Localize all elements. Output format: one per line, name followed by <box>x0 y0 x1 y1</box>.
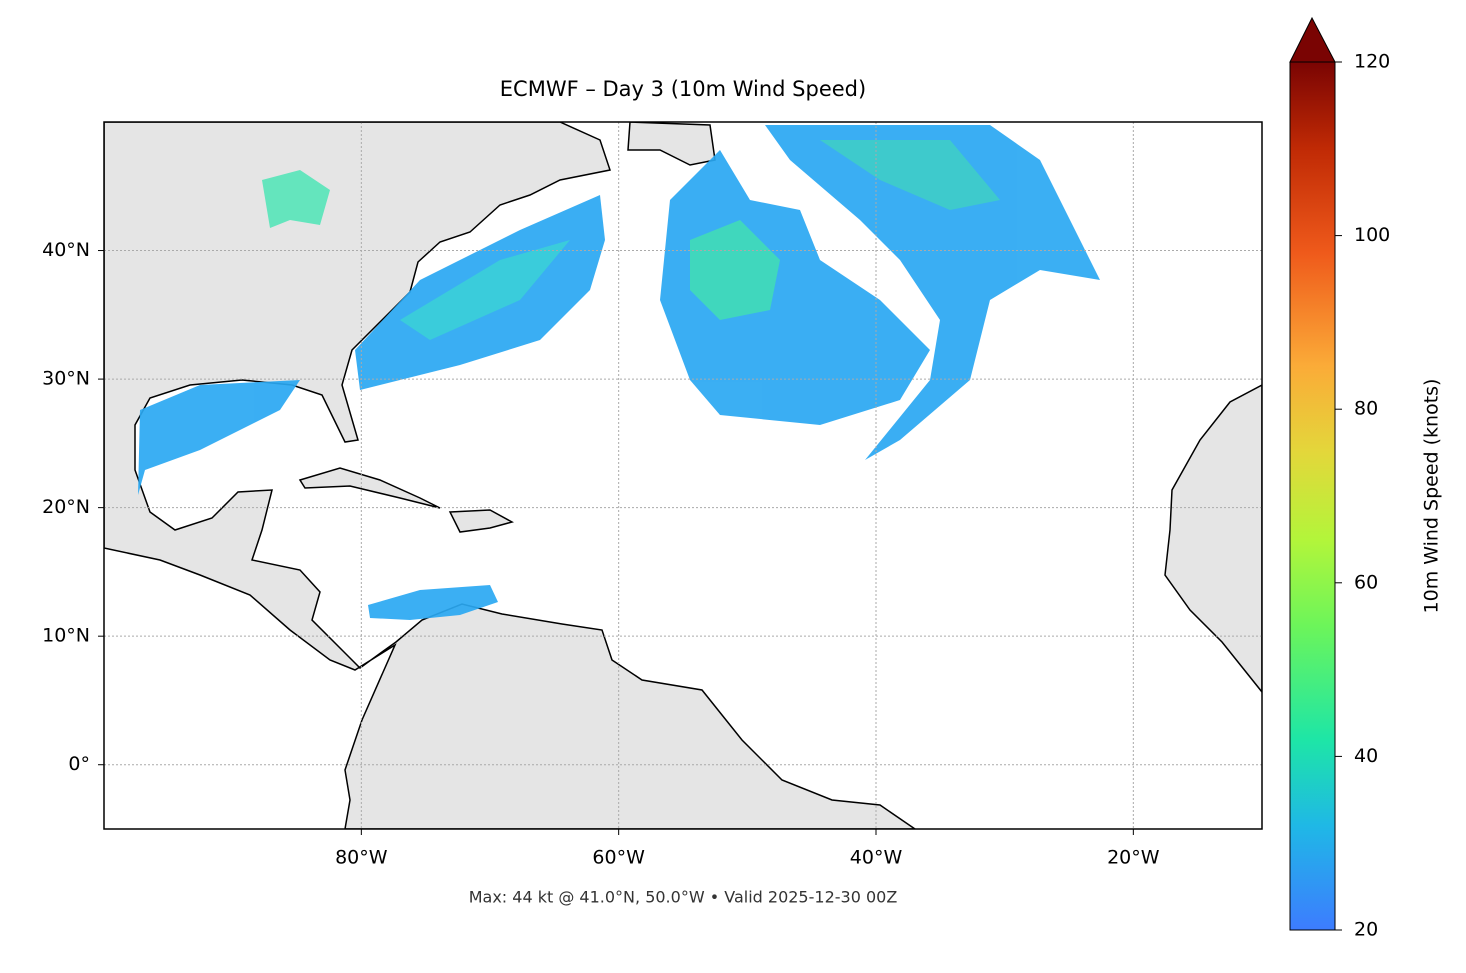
colorbar-tick-label: 120 <box>1354 51 1390 73</box>
y-tick-label: 20°N <box>42 496 90 518</box>
x-tick-label: 60°W <box>592 847 645 869</box>
colorbar-extend <box>1289 16 1336 63</box>
y-tick-label: 30°N <box>42 368 90 390</box>
map-title: ECMWF – Day 3 (10m Wind Speed) <box>500 77 866 101</box>
colorbar-tick-label: 60 <box>1354 571 1378 593</box>
colorbar-label: 10m Wind Speed (knots) <box>1421 379 1443 614</box>
x-tick-label: 80°W <box>335 847 388 869</box>
x-tick-label: 20°W <box>1107 847 1160 869</box>
colorbar-tick-label: 20 <box>1354 919 1378 941</box>
map-frame <box>103 121 1263 830</box>
colorbar <box>1289 61 1336 931</box>
land <box>627 122 716 166</box>
map-note: Max: 44 kt @ 41.0°N, 50.0°W • Valid 2025… <box>469 888 898 907</box>
x-tick-label: 40°W <box>850 847 903 869</box>
y-tick-label: 10°N <box>42 625 90 647</box>
land <box>448 509 514 533</box>
map-area <box>104 122 1262 829</box>
y-tick-label: 40°N <box>42 239 90 261</box>
grid <box>104 122 1262 829</box>
colorbar-tick-label: 80 <box>1354 398 1378 420</box>
colorbar-tick-label: 40 <box>1354 745 1378 767</box>
y-tick-label: 0° <box>68 753 90 775</box>
land <box>1164 384 1262 694</box>
wind-field <box>138 125 1100 620</box>
colorbar-tick-label: 100 <box>1354 224 1390 246</box>
